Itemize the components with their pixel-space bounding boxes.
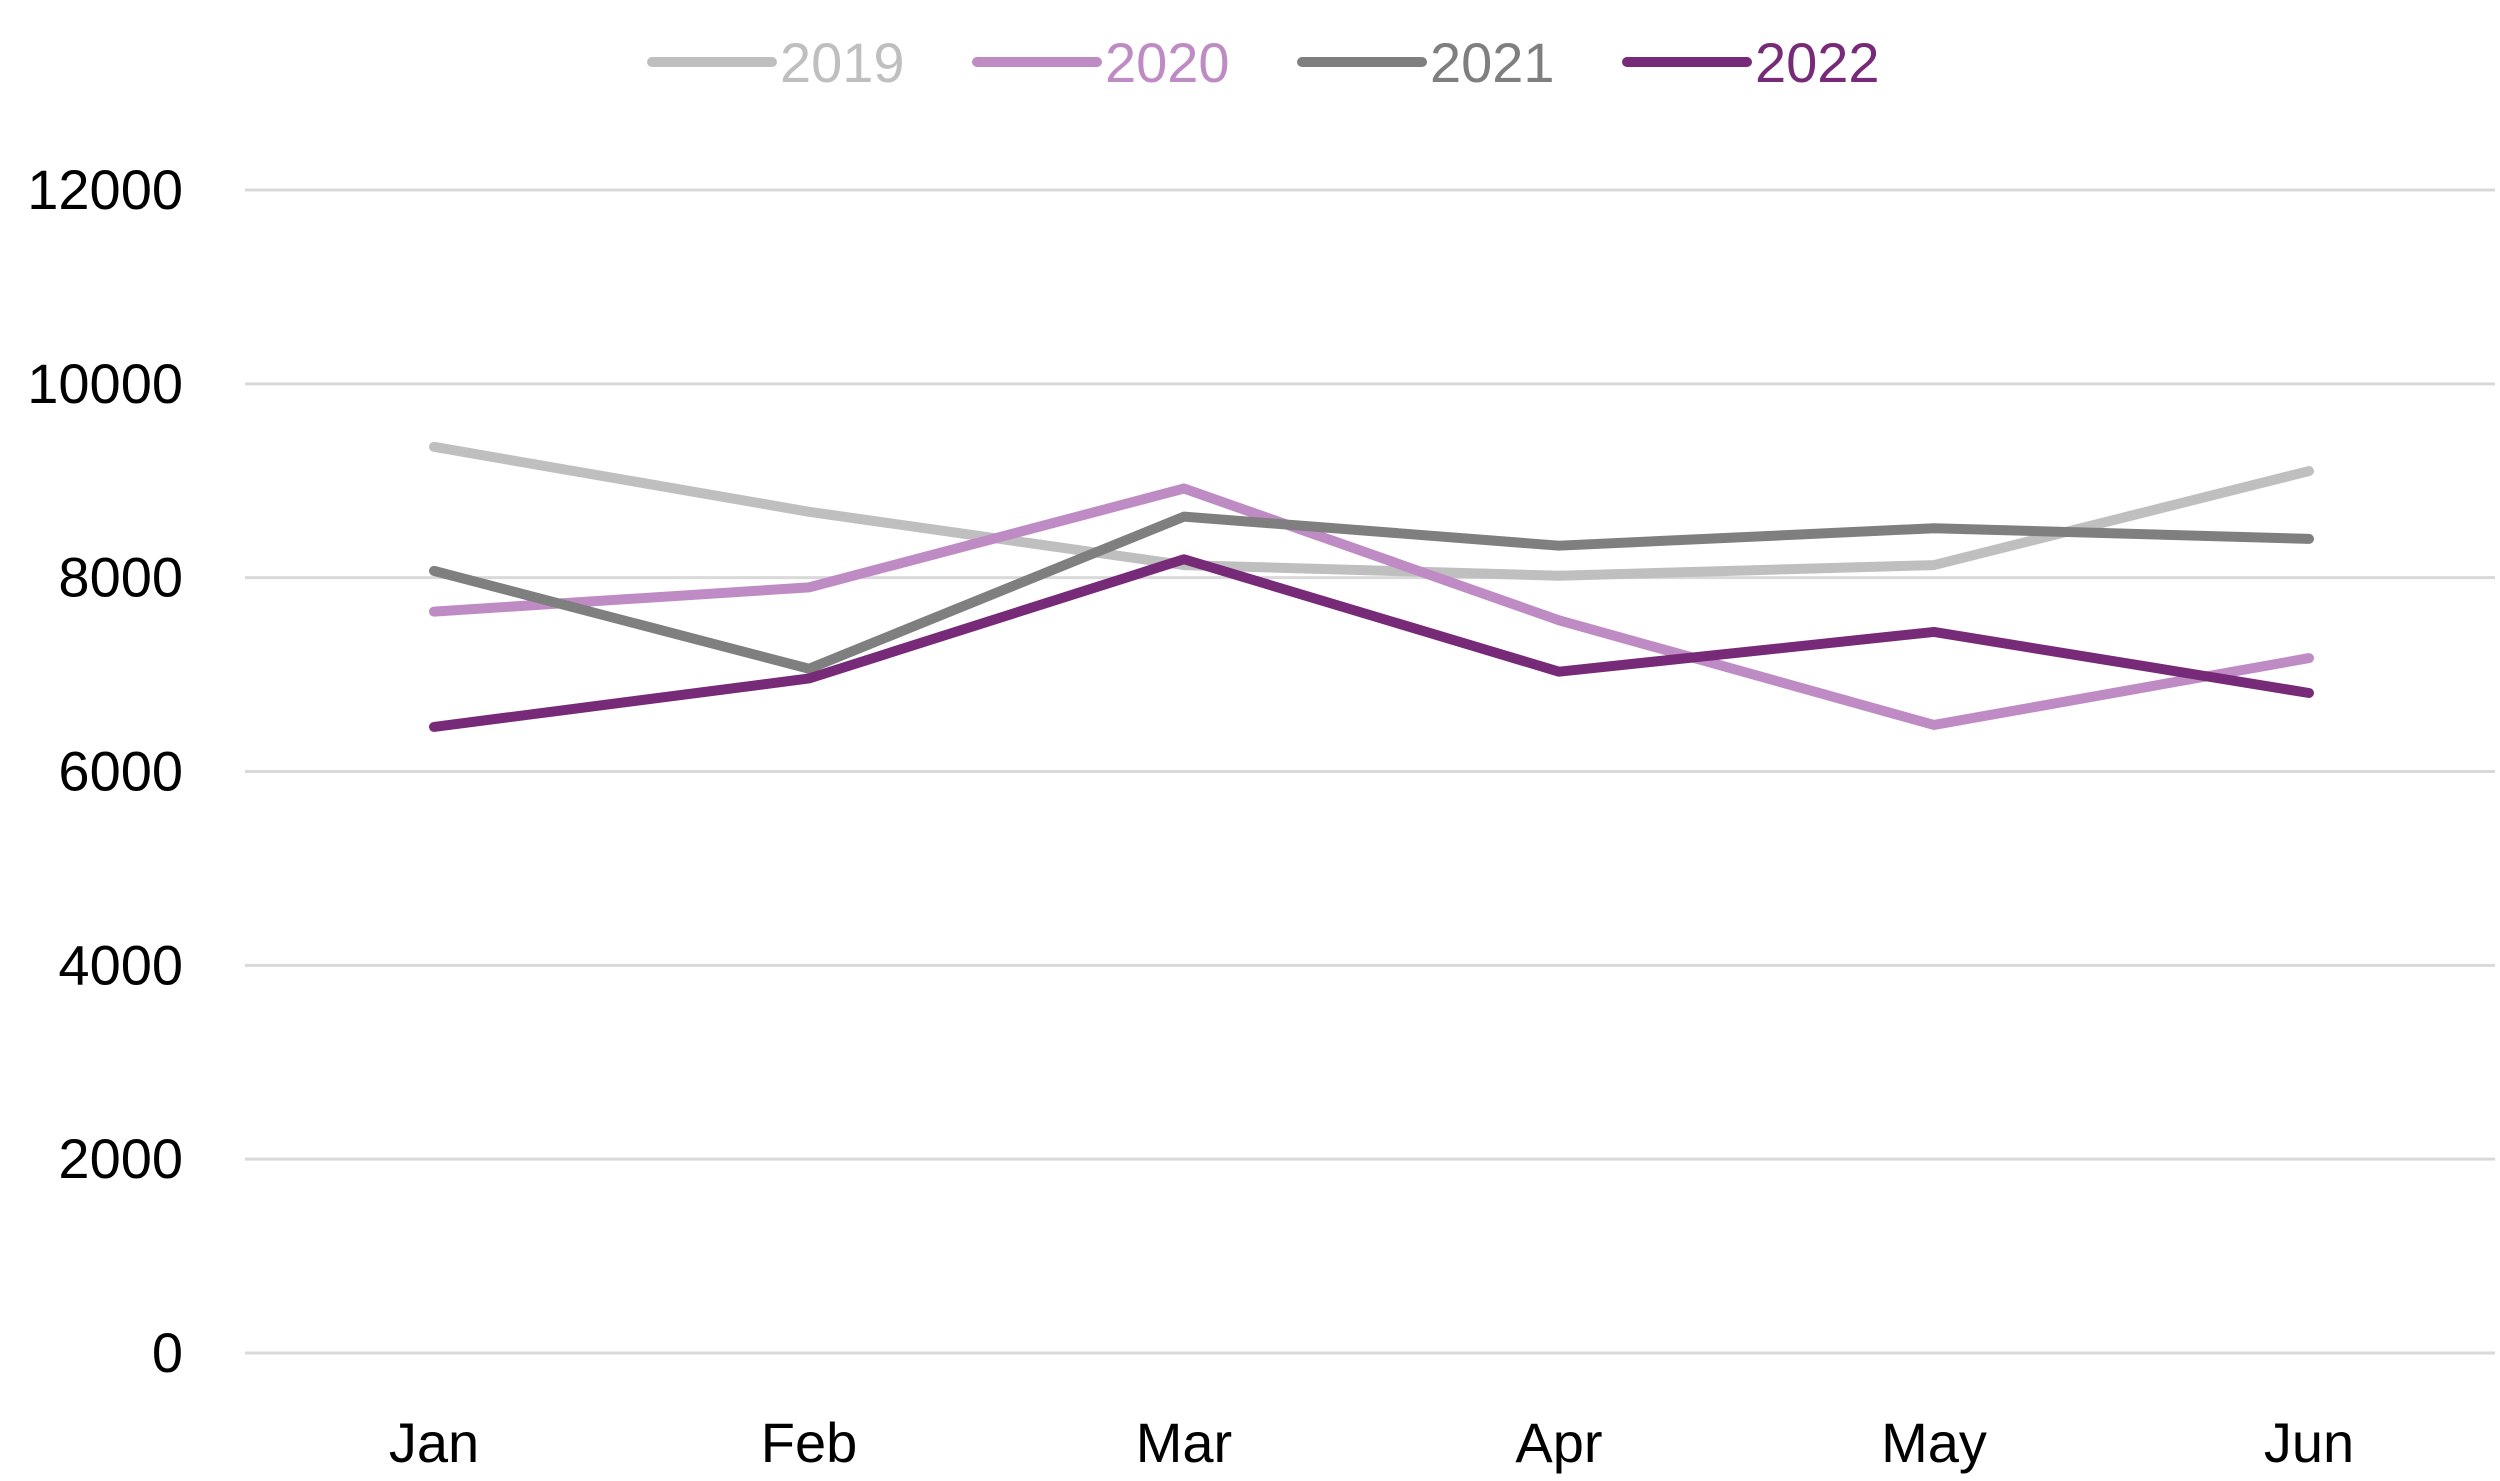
y-tick-label: 12000: [27, 158, 183, 221]
y-tick-label: 4000: [58, 933, 183, 996]
y-tick-label: 0: [152, 1321, 183, 1384]
gridlines: [245, 188, 2495, 1355]
x-tick-label: Jan: [389, 1411, 479, 1474]
legend: 2019 2020 2021 2022: [647, 31, 1880, 94]
y-tick-label: 8000: [58, 546, 183, 609]
x-tick-label: Apr: [1515, 1411, 1602, 1474]
y-tick-label: 6000: [58, 740, 183, 803]
x-tick-label: Jun: [2264, 1411, 2354, 1474]
x-tick-label: Mar: [1136, 1411, 1232, 1474]
legend-label: 2021: [1430, 31, 1555, 94]
x-axis-tick-labels: Jan Feb Mar Apr May Jun: [389, 1411, 2354, 1474]
series-line-2019: [429, 441, 2314, 581]
y-tick-label: 10000: [27, 352, 183, 415]
series-line-2020: [429, 483, 2314, 730]
y-tick-label: 2000: [58, 1127, 183, 1190]
series-line-2021: [429, 511, 2314, 674]
legend-label: 2019: [780, 31, 905, 94]
series-lines: [429, 441, 2314, 732]
x-tick-label: May: [1881, 1411, 1987, 1474]
legend-label: 2020: [1105, 31, 1230, 94]
series-line-2022: [429, 554, 2314, 732]
y-axis-tick-labels: 0 2000 4000 6000 8000 10000 12000: [27, 158, 183, 1384]
x-tick-label: Feb: [761, 1411, 858, 1474]
legend-label: 2022: [1755, 31, 1880, 94]
